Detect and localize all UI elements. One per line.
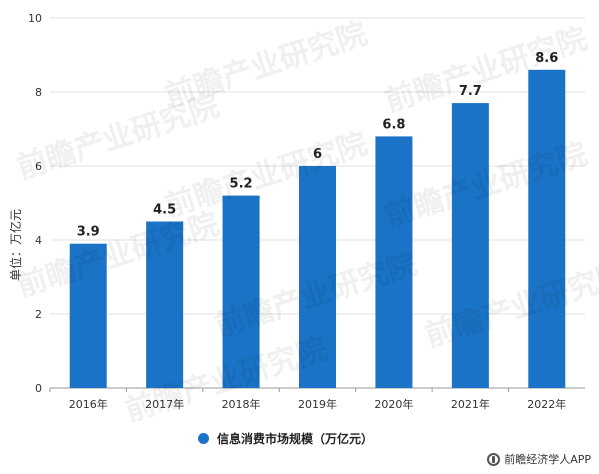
source-text: 前瞻经济学人APP (504, 453, 591, 466)
x-tick-label: 2019年 (298, 397, 337, 411)
x-tick-label: 2022年 (527, 397, 566, 411)
source-credit: 前瞻经济学人APP (487, 451, 591, 467)
data-label: 6.8 (382, 117, 405, 132)
data-labels: 3.9 4.5 5.2 6 6.8 7.7 8.6 (77, 51, 559, 240)
y-tick-label: 10 (28, 12, 42, 25)
logo-icon (487, 452, 501, 466)
bars (69, 69, 566, 389)
legend-marker (198, 433, 209, 444)
axis-ticks: 0 2 4 6 8 10 2016年 2017年 2018年 2019年 2020年 2021年 202… (28, 12, 566, 411)
y-tick-label: 6 (35, 160, 42, 173)
y-tick-label: 2 (35, 308, 42, 321)
data-label: 4.5 (153, 203, 176, 218)
bar (375, 136, 413, 388)
bar (299, 166, 336, 388)
legend-label: 信息消费市场规模（万亿元） (217, 432, 374, 446)
y-tick-label: 8 (35, 86, 42, 99)
bar (69, 243, 107, 388)
x-tick-label: 2021年 (451, 397, 490, 411)
y-axis-label: 单位：万亿元 (8, 209, 23, 281)
bar (146, 221, 184, 388)
data-label: 6 (313, 147, 322, 162)
legend: 信息消费市场规模（万亿元） (198, 430, 373, 447)
bar (222, 195, 260, 388)
data-label: 5.2 (230, 177, 253, 192)
x-tick-label: 2018年 (222, 397, 261, 411)
x-tick-label: 2017年 (145, 397, 184, 411)
y-tick-label: 4 (35, 234, 42, 247)
bar (451, 103, 489, 388)
bar (528, 69, 566, 389)
data-label: 3.9 (77, 225, 100, 240)
data-label: 7.7 (459, 84, 482, 99)
y-tick-label: 0 (35, 382, 42, 395)
x-tick-label: 2016年 (69, 397, 108, 411)
data-label: 8.6 (535, 51, 558, 66)
x-tick-label: 2020年 (374, 397, 413, 411)
